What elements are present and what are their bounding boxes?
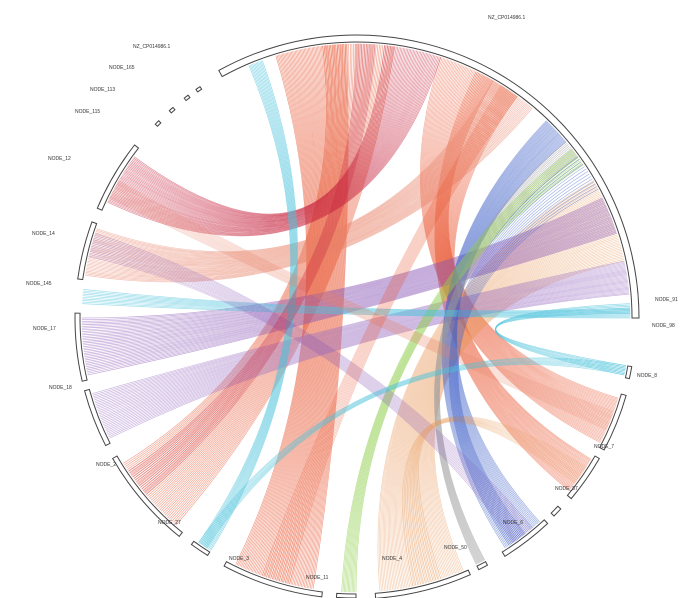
label-node-113: NODE_113 — [90, 87, 115, 93]
ribbon-ref-to-node-14 — [85, 80, 533, 283]
arc-node-3 — [223, 561, 323, 598]
arc-node-11 — [335, 592, 357, 598]
label-plasmid: NZ_CP014986.1 — [133, 44, 170, 50]
label-node-115: NODE_115 — [75, 109, 100, 115]
arc-reference — [218, 34, 640, 319]
label-node-11: NODE_11 — [306, 575, 329, 581]
ribbon-ref-to-node-11 — [341, 148, 584, 593]
sequence-labels: NZ_CP014986.1 NODE_91 NODE_98 NODE_8 NOD… — [26, 15, 678, 581]
label-node-17: NODE_17 — [33, 326, 56, 332]
label-node-3: NODE_3 — [229, 556, 249, 562]
label-node-14: NODE_14 — [32, 231, 55, 237]
arc-node-12 — [96, 144, 140, 211]
arc-node-98 — [624, 365, 633, 380]
arc-node-14 — [77, 221, 98, 281]
label-node-27: NODE_27 — [158, 520, 181, 526]
label-reference: NZ_CP014986.1 — [488, 15, 525, 21]
ribbon-ref-to-node-18 — [92, 260, 630, 439]
ribbon-node-27-to-node-98 — [198, 357, 627, 549]
label-node-7: NODE_7 — [594, 444, 614, 450]
ribbon-node-3-to-ref — [261, 85, 518, 585]
arc-node-165 — [183, 94, 191, 102]
arc-node-87 — [550, 505, 562, 517]
arc-node-7 — [566, 455, 601, 500]
ribbon-node-2-to-ref — [128, 43, 376, 495]
label-node-18: NODE_18 — [49, 385, 72, 391]
arc-node-2 — [111, 455, 184, 538]
label-node-50: NODE_50 — [444, 545, 467, 551]
label-node-98: NODE_98 — [652, 323, 675, 329]
ribbon-ref-to-node-145 — [82, 289, 631, 319]
sequence-arcs — [74, 34, 640, 598]
arc-node-115 — [154, 120, 162, 127]
ribbon-node-14-to-node-6 — [88, 232, 533, 543]
arc-plasmid — [195, 86, 203, 93]
arc-node-50 — [476, 561, 489, 571]
label-node-6: NODE_6 — [503, 520, 523, 526]
arc-node-113 — [168, 106, 176, 114]
ribbon-ref-to-node-12 — [107, 45, 442, 237]
synteny-links — [81, 43, 631, 593]
label-node-8: NODE_8 — [637, 373, 657, 379]
arc-node-17 — [74, 312, 88, 382]
ribbon-node-6-to-ref — [448, 156, 599, 546]
arc-node-27 — [190, 540, 211, 557]
label-node-87: NODE_87 — [555, 486, 578, 492]
arc-node-4 — [374, 569, 471, 598]
label-node-12: NODE_12 — [48, 156, 71, 162]
arc-node-18 — [83, 388, 111, 447]
label-node-165: NODE_165 — [109, 65, 135, 71]
arc-node-6 — [501, 519, 549, 557]
arc-node-8 — [599, 393, 627, 451]
ribbon-node-4-to-node-7 — [402, 416, 587, 587]
ribbon-node-12-to-node-8 — [109, 180, 614, 430]
label-node-91: NODE_91 — [655, 297, 678, 303]
label-node-145: NODE_145 — [26, 281, 52, 287]
label-node-2: NODE_2 — [96, 462, 116, 468]
label-node-4: NODE_4 — [382, 556, 402, 562]
